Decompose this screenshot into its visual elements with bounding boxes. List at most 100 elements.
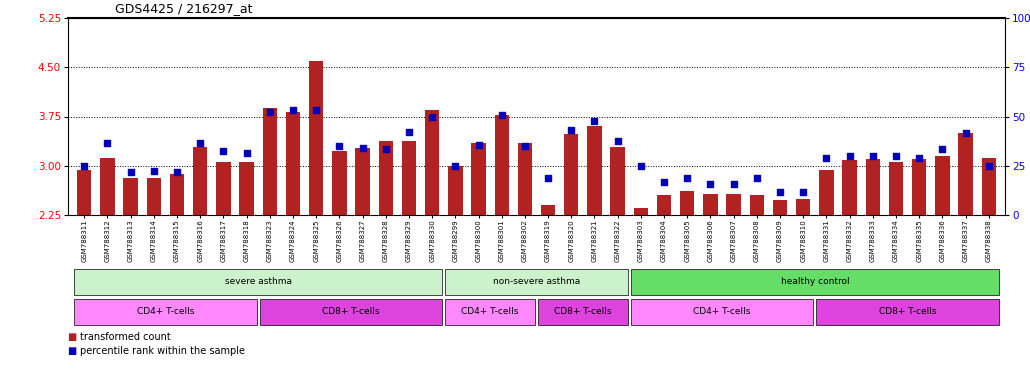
Text: CD4+ T-cells: CD4+ T-cells — [693, 308, 751, 316]
Bar — [633, 209, 648, 215]
Point — [517, 143, 534, 149]
Point — [586, 118, 603, 124]
Point — [540, 174, 556, 180]
Bar — [538, 299, 628, 325]
Text: severe asthma: severe asthma — [225, 278, 291, 286]
Bar — [124, 177, 138, 215]
Text: non-severe asthma: non-severe asthma — [493, 278, 580, 286]
Bar — [239, 162, 253, 215]
Bar — [260, 299, 442, 325]
Bar — [796, 199, 811, 215]
Point — [354, 145, 371, 151]
Point — [471, 142, 487, 148]
Bar — [630, 299, 814, 325]
Point — [981, 163, 997, 169]
Point — [123, 169, 139, 175]
Bar — [74, 299, 256, 325]
Point — [215, 148, 232, 154]
Point — [610, 138, 626, 144]
Point — [656, 179, 673, 185]
Text: CD8+ T-cells: CD8+ T-cells — [554, 308, 612, 316]
Bar — [630, 269, 999, 295]
Bar — [587, 126, 602, 215]
Bar — [772, 200, 787, 215]
Bar — [472, 143, 486, 215]
Point — [424, 113, 441, 119]
Text: percentile rank within the sample: percentile rank within the sample — [80, 346, 245, 356]
Bar — [611, 147, 625, 215]
Bar — [680, 191, 694, 215]
Point — [493, 111, 510, 118]
Point — [308, 107, 324, 113]
Bar — [816, 299, 999, 325]
Bar — [379, 141, 392, 215]
Point — [378, 146, 394, 152]
Text: CD4+ T-cells: CD4+ T-cells — [137, 308, 194, 316]
Bar — [445, 269, 628, 295]
Bar — [402, 141, 416, 215]
Bar — [982, 158, 996, 215]
Point — [284, 107, 301, 113]
Point — [76, 163, 93, 169]
Point — [192, 140, 208, 146]
Bar — [564, 134, 579, 215]
Point — [331, 143, 347, 149]
Bar — [935, 156, 950, 215]
Point — [679, 174, 695, 180]
Text: GDS4425 / 216297_at: GDS4425 / 216297_at — [115, 2, 252, 15]
Point — [145, 168, 162, 174]
Text: healthy control: healthy control — [781, 278, 849, 286]
Point — [888, 153, 904, 159]
Point — [934, 146, 951, 152]
Bar — [541, 205, 555, 215]
Bar — [819, 170, 833, 215]
Point — [702, 181, 719, 187]
Point — [725, 181, 742, 187]
Point — [99, 140, 115, 146]
Bar — [958, 133, 972, 215]
Bar — [146, 177, 161, 215]
Bar — [285, 112, 300, 215]
Bar — [750, 195, 764, 215]
Bar — [193, 147, 207, 215]
Bar — [518, 143, 533, 215]
Point — [238, 149, 254, 156]
Bar — [865, 159, 880, 215]
Point — [957, 130, 973, 136]
Bar — [448, 166, 462, 215]
Point — [864, 153, 881, 159]
Point — [401, 129, 417, 135]
Bar — [216, 162, 231, 215]
Bar — [170, 174, 184, 215]
Point — [911, 155, 927, 161]
Point — [749, 174, 765, 180]
Bar — [355, 148, 370, 215]
Bar — [74, 269, 442, 295]
Point — [563, 127, 580, 133]
Bar — [263, 108, 277, 215]
Bar — [77, 170, 92, 215]
Text: CD8+ T-cells: CD8+ T-cells — [322, 308, 380, 316]
Bar — [425, 110, 440, 215]
Bar — [889, 162, 903, 215]
Point — [169, 169, 185, 175]
Point — [447, 163, 464, 169]
Bar — [726, 194, 741, 215]
Text: ■: ■ — [68, 332, 80, 342]
Text: CD8+ T-cells: CD8+ T-cells — [879, 308, 936, 316]
Point — [771, 189, 788, 195]
Text: CD4+ T-cells: CD4+ T-cells — [461, 308, 519, 316]
Point — [795, 189, 812, 195]
Bar — [100, 158, 114, 215]
Point — [818, 155, 834, 161]
Bar — [912, 159, 926, 215]
Point — [262, 109, 278, 115]
Bar — [703, 194, 718, 215]
Bar — [445, 299, 536, 325]
Bar — [657, 195, 672, 215]
Point — [842, 153, 858, 159]
Bar — [843, 161, 857, 215]
Text: ■: ■ — [68, 346, 80, 356]
Bar — [332, 151, 346, 215]
Bar — [309, 61, 323, 215]
